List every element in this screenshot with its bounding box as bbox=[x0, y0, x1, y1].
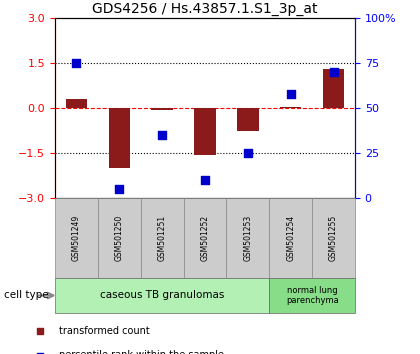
Point bbox=[330, 69, 337, 75]
Text: normal lung
parenchyma: normal lung parenchyma bbox=[286, 286, 339, 305]
Point bbox=[244, 150, 251, 156]
Bar bbox=[269, 278, 355, 313]
Bar bbox=[98, 198, 141, 278]
Point bbox=[73, 60, 80, 66]
Point bbox=[159, 132, 165, 138]
Text: GSM501254: GSM501254 bbox=[286, 215, 295, 261]
Text: GSM501252: GSM501252 bbox=[200, 215, 210, 261]
Text: cell type: cell type bbox=[4, 291, 49, 301]
Bar bbox=[66, 99, 87, 108]
Point bbox=[202, 177, 208, 183]
Bar bbox=[109, 108, 130, 168]
Title: GDS4256 / Hs.43857.1.S1_3p_at: GDS4256 / Hs.43857.1.S1_3p_at bbox=[92, 1, 318, 16]
Bar bbox=[312, 198, 355, 278]
Bar bbox=[55, 278, 269, 313]
Bar bbox=[141, 198, 184, 278]
Bar bbox=[184, 198, 226, 278]
Text: GSM501251: GSM501251 bbox=[158, 215, 167, 261]
Bar bbox=[323, 69, 344, 108]
Bar bbox=[152, 108, 173, 109]
Point bbox=[37, 328, 43, 333]
Point bbox=[37, 353, 43, 354]
Text: percentile rank within the sample: percentile rank within the sample bbox=[59, 350, 224, 354]
Text: GSM501250: GSM501250 bbox=[115, 215, 124, 261]
Text: GSM501249: GSM501249 bbox=[72, 215, 81, 261]
Text: GSM501255: GSM501255 bbox=[329, 215, 338, 261]
Bar bbox=[226, 198, 269, 278]
Text: GSM501253: GSM501253 bbox=[243, 215, 252, 261]
Point bbox=[116, 186, 123, 192]
Bar bbox=[55, 198, 98, 278]
Bar bbox=[237, 108, 259, 131]
Bar bbox=[269, 198, 312, 278]
Bar bbox=[194, 108, 216, 154]
Text: caseous TB granulomas: caseous TB granulomas bbox=[100, 291, 224, 301]
Point bbox=[287, 91, 294, 96]
Bar bbox=[280, 107, 302, 108]
Text: transformed count: transformed count bbox=[59, 325, 150, 336]
